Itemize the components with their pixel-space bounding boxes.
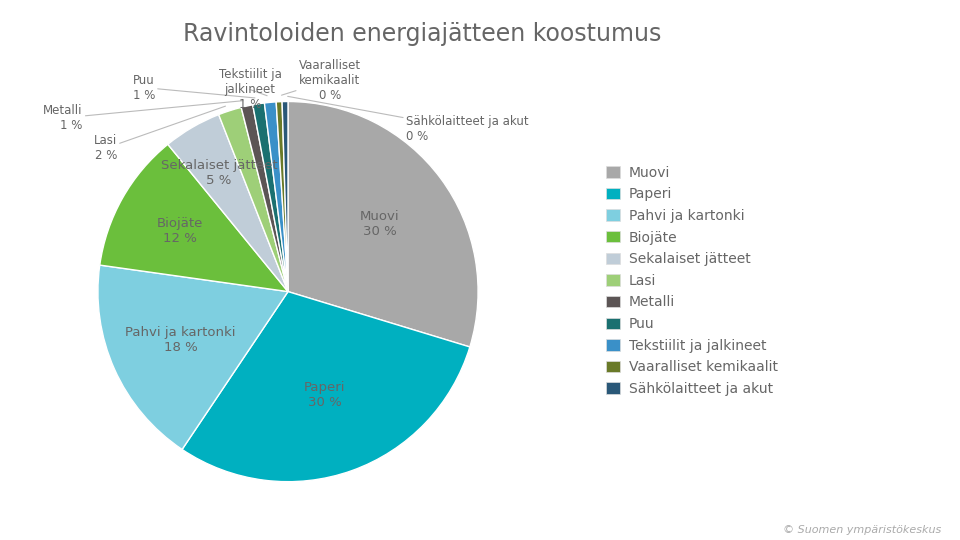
Wedge shape: [98, 265, 288, 449]
Text: © Suomen ympäristökeskus: © Suomen ympäristökeskus: [782, 524, 941, 535]
Wedge shape: [100, 144, 288, 292]
Wedge shape: [264, 102, 288, 292]
Wedge shape: [182, 292, 469, 482]
Text: Muovi
30 %: Muovi 30 %: [360, 210, 399, 238]
Text: Biojäte
12 %: Biojäte 12 %: [157, 217, 204, 245]
Wedge shape: [252, 103, 288, 292]
Text: Lasi
2 %: Lasi 2 %: [94, 106, 226, 163]
Text: Sekalaiset jätteet
5 %: Sekalaiset jätteet 5 %: [160, 159, 277, 187]
Text: Ravintoloiden energiajätteen koostumus: Ravintoloiden energiajätteen koostumus: [183, 22, 661, 45]
Wedge shape: [219, 107, 288, 292]
Text: Sähkölaitteet ja akut
0 %: Sähkölaitteet ja akut 0 %: [288, 96, 528, 143]
Wedge shape: [168, 114, 288, 292]
Wedge shape: [241, 105, 288, 292]
Wedge shape: [288, 102, 478, 347]
Wedge shape: [282, 102, 288, 292]
Text: Metalli
1 %: Metalli 1 %: [43, 100, 243, 132]
Legend: Muovi, Paperi, Pahvi ja kartonki, Biojäte, Sekalaiset jätteet, Lasi, Metalli, Pu: Muovi, Paperi, Pahvi ja kartonki, Biojät…: [602, 161, 781, 400]
Text: Tekstiilit ja
jalkineet
1 %: Tekstiilit ja jalkineet 1 %: [219, 68, 281, 111]
Text: Paperi
30 %: Paperi 30 %: [304, 381, 346, 409]
Text: Puu
1 %: Puu 1 %: [132, 73, 255, 102]
Wedge shape: [276, 102, 288, 292]
Text: Vaaralliset
kemikaalit
0 %: Vaaralliset kemikaalit 0 %: [281, 58, 361, 102]
Text: Pahvi ja kartonki
18 %: Pahvi ja kartonki 18 %: [125, 326, 235, 354]
